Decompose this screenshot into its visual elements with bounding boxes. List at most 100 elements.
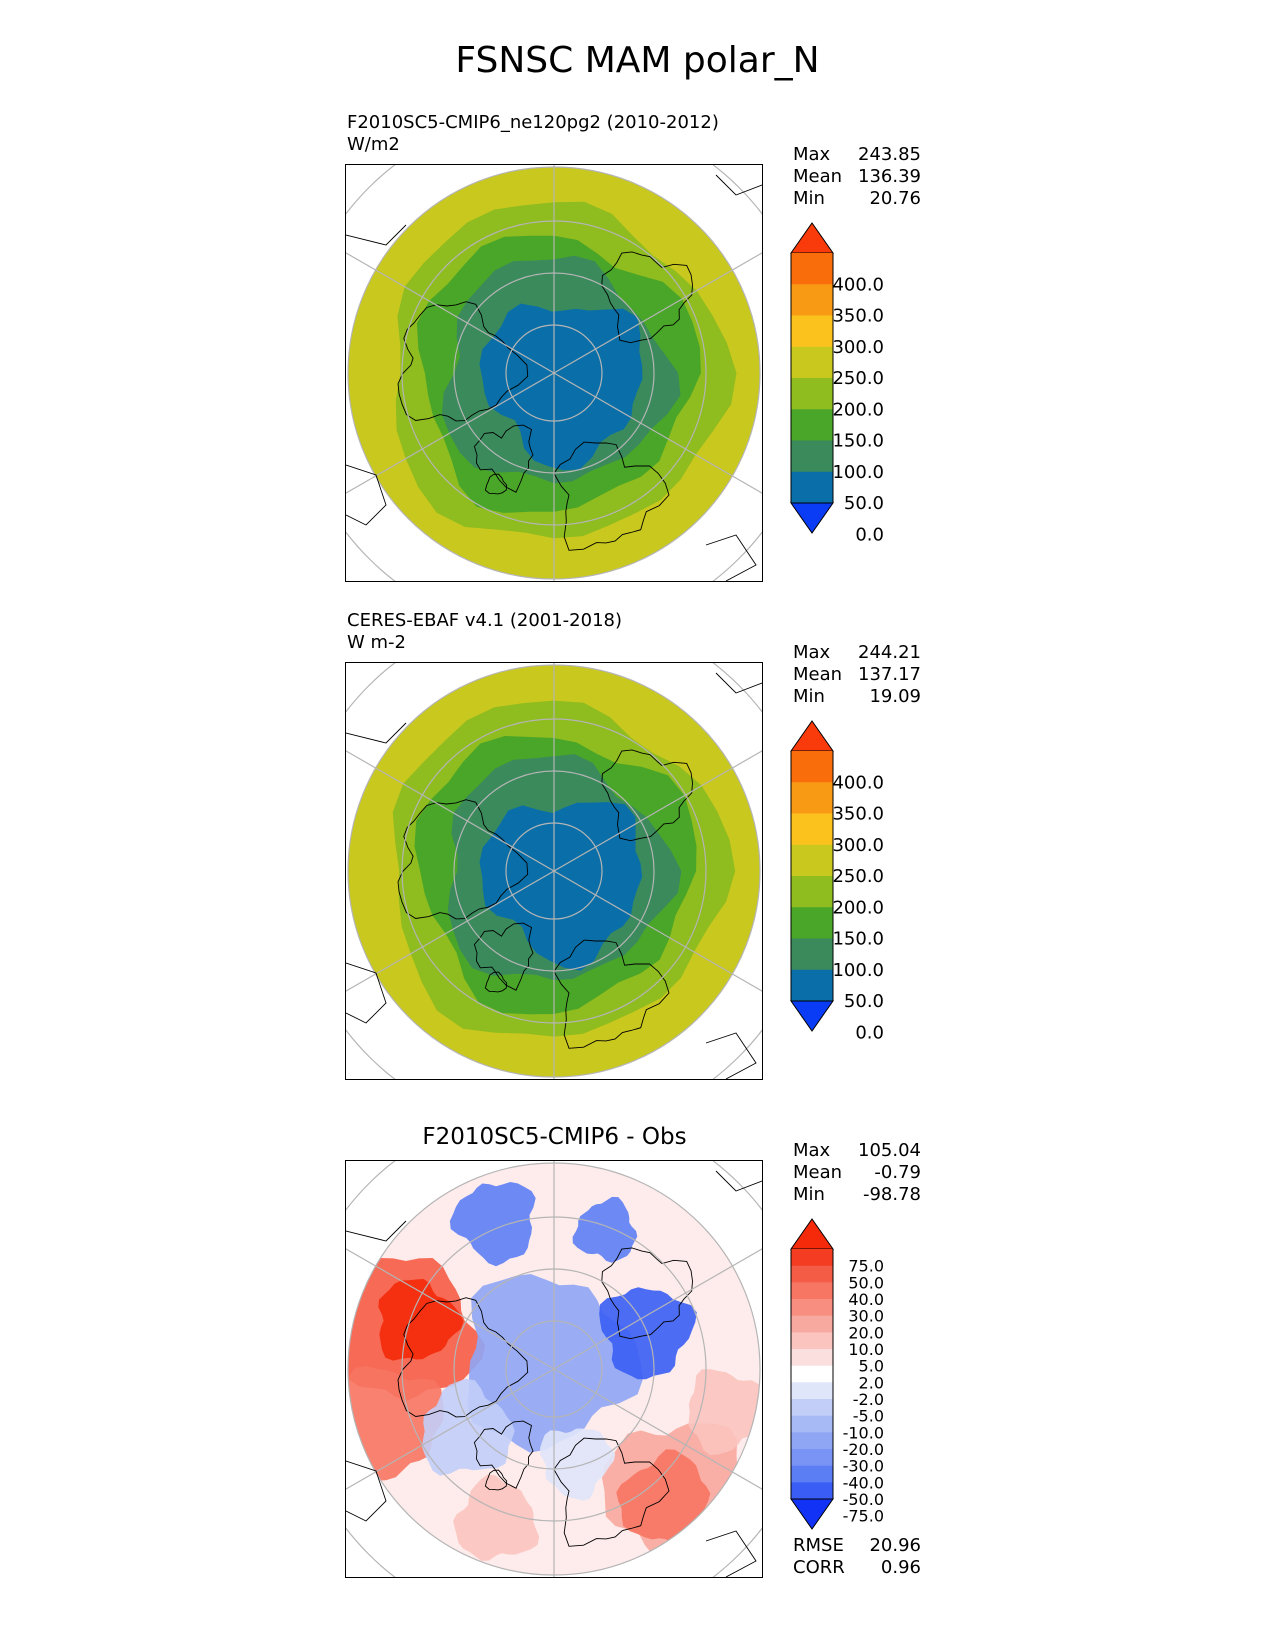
panel2-polar-map [345,662,763,1080]
coastline [553,1437,670,1547]
colorbar-swatch [791,1449,833,1467]
metric-row: RMSE 20.96 [793,1535,921,1556]
colorbar-tick-label: 2.0 [859,1373,884,1392]
coastline [346,722,407,744]
coastline [553,939,670,1049]
colorbar-swatch [791,1482,833,1500]
stat-row: Mean 136.39 [793,166,921,187]
coastline [484,1469,508,1491]
coastline [601,251,693,344]
meridian-line [346,1248,555,1370]
colorbar-tick-label: 0.0 [855,1022,884,1043]
anomaly-patch [540,1428,616,1501]
coastline [397,301,529,422]
colorbar-swatch [791,1299,833,1317]
colorbar-tick-label: 5.0 [859,1357,884,1376]
colorbar-tick-label: 400.0 [832,274,884,295]
colorbar-swatch [791,782,833,814]
colorbar-tick-label: 250.0 [832,368,884,389]
colorbar-swatch [791,813,833,846]
panel1-subtitle: F2010SC5-CMIP6_ne120pg2 (2010-2012) [347,112,719,133]
panel3-title: F2010SC5-CMIP6 - Obs [422,1124,687,1150]
colorbar-tick-label: 350.0 [832,306,884,327]
metric-row: CORR 0.96 [793,1557,921,1578]
map-field [348,1163,760,1575]
colorbar-tick-label: 50.0 [844,991,884,1012]
colorbar-tick-label: 75.0 [848,1257,884,1276]
colorbar-extend-high [790,720,834,752]
colorbar-tick-label: 200.0 [832,399,884,420]
colorbar-frame [790,751,834,1001]
anomaly-patch [449,1182,536,1267]
colorbar-swatch [791,440,833,473]
coastline [397,1297,529,1418]
colorbar-tick-label: 250.0 [832,866,884,887]
stat-row: Max 243.85 [793,144,921,165]
coastline [705,534,757,581]
colorbar-swatch [791,844,833,877]
colorbar-tick-label: 40.0 [848,1290,884,1309]
panel2-subtitle-block: CERES-EBAF v4.1 (2001-2018) W m-2 [347,610,622,654]
colorbar-tick-label: -50.0 [843,1490,884,1509]
colorbar-tick-label: 100.0 [832,960,884,981]
coastline [705,1530,757,1577]
meridian-line [346,252,555,374]
meridian-line [346,1368,555,1490]
colorbar-frame [790,253,834,503]
colorbar-swatch [791,1432,833,1450]
colorbar-tick-label: -2.0 [853,1390,884,1409]
meridian-line [346,372,555,494]
meridian-line [553,1248,762,1370]
panel2-stats: Max 244.21 Mean 137.17 Min 19.09 [793,642,921,708]
coastline [715,672,762,694]
stat-row: Min -98.78 [793,1184,921,1205]
colorbar-tick-label: 100.0 [832,462,884,483]
coastline [705,1032,757,1079]
colorbar-swatch [791,1365,833,1383]
colorbar-frame [790,1249,834,1499]
colorbar-tick-label: -75.0 [843,1507,884,1526]
coastline [715,174,762,196]
anomaly-patch [572,1196,638,1263]
coastline [397,799,529,920]
colorbar-tick-label: 10.0 [848,1340,884,1359]
colorbar-tick-label: 20.0 [848,1323,884,1342]
colorbar-swatch [791,907,833,939]
meridian-line [553,750,762,872]
coastline [553,441,670,551]
stat-row: Max 105.04 [793,1140,921,1161]
coastline [346,1460,387,1522]
colorbar-tick-label: 300.0 [832,337,884,358]
meridian-line [553,870,762,992]
panel3-metrics: RMSE 20.96 CORR 0.96 [793,1535,921,1579]
colorbar-extend-high [790,222,834,254]
colorbar-swatch [791,346,833,379]
coastline [346,962,387,1024]
map-field [348,167,760,579]
panel1-polar-map [345,164,763,582]
colorbar-swatch [791,751,833,783]
anomaly-patch [453,1474,540,1561]
colorbar-swatch [791,1315,833,1333]
anomaly-patch [467,1274,644,1453]
meridian-line [346,750,555,872]
anomaly-patch [616,1449,711,1550]
colorbar-swatch [791,1382,833,1400]
coastline [601,1247,693,1340]
stat-row: Max 244.21 [793,642,921,663]
colorbar-swatch [791,1415,833,1433]
anomaly-patch [378,1278,464,1361]
coastline [346,464,387,526]
stat-row: Mean 137.17 [793,664,921,685]
colorbar-swatch [791,876,833,908]
meridian-line [553,252,762,374]
panel1-stats: Max 243.85 Mean 136.39 Min 20.76 [793,144,921,210]
panel2-subtitle: CERES-EBAF v4.1 (2001-2018) [347,610,623,631]
coastline [346,224,407,246]
colorbar-swatch [791,1282,833,1300]
colorbar-tick-label: 150.0 [832,431,884,452]
colorbar-tick-label: -40.0 [843,1473,884,1492]
colorbar-swatch [791,1349,833,1367]
colorbar-swatch [791,1265,833,1283]
colorbar-swatch [791,969,833,1002]
